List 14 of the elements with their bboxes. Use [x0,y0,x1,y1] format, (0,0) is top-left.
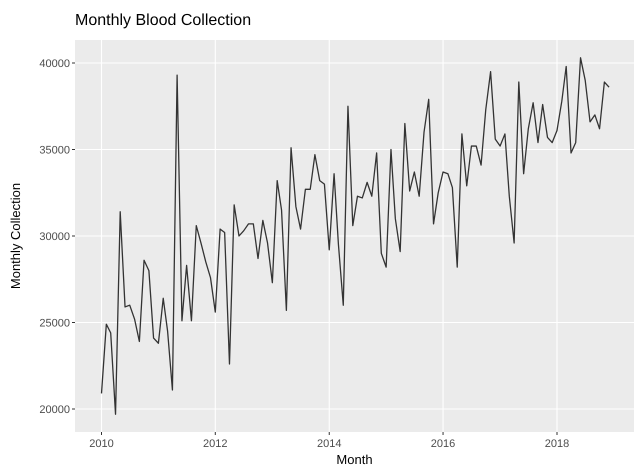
x-tick-label: 2016 [430,438,456,450]
y-axis-title: Monthly Collection [8,182,23,290]
y-tick-label: 25000 [39,317,70,330]
x-tick-label: 2018 [544,438,570,450]
y-tick-label: 30000 [39,230,70,243]
x-tick-label: 2012 [203,438,228,450]
y-tick-label: 20000 [39,404,70,416]
line-series [100,57,610,415]
x-axis-title: Month [336,452,373,467]
y-tick-label: 35000 [39,144,70,156]
x-tick-label: 2010 [89,438,114,450]
chart-title: Monthly Blood Collection [75,12,252,29]
x-tick-label: 2014 [317,438,342,450]
y-tick-label: 40000 [39,58,70,70]
